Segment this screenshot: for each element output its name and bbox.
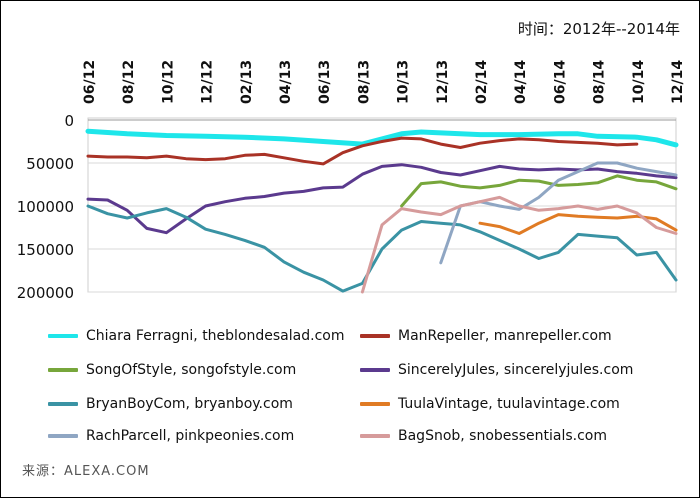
- legend-item: Chiara Ferragni, theblondesalad.com: [48, 326, 344, 346]
- legend-item: ManRepeller, manrepeller.com: [360, 326, 612, 346]
- x-tick-label: 06/14: [552, 60, 568, 104]
- legend-label: RachParcell, pinkpeonies.com: [86, 428, 295, 444]
- legend-item: BryanBoyCom, bryanboy.com: [48, 394, 293, 414]
- x-tick-label: 12/14: [670, 60, 686, 104]
- series-line-5: [478, 213, 678, 235]
- legend-item: SincerelyJules, sincerelyjules.com: [360, 360, 633, 380]
- legend-label: Chiara Ferragni, theblondesalad.com: [86, 328, 345, 344]
- legend-label: SongOfStyle, songofstyle.com: [86, 362, 297, 378]
- legend-item: BagSnob, snobessentials.com: [360, 426, 607, 446]
- series-line-2: [400, 174, 678, 208]
- legend-label: BagSnob, snobessentials.com: [398, 428, 607, 444]
- legend-label: ManRepeller, manrepeller.com: [398, 328, 612, 344]
- x-tick-label: 12/13: [435, 60, 451, 104]
- series-line-7: [360, 195, 678, 294]
- x-tick-label: 10/14: [631, 60, 647, 104]
- legend-label: BryanBoyCom, bryanboy.com: [86, 396, 293, 412]
- legend-swatch: [48, 368, 78, 372]
- legend-item: SongOfStyle, songofstyle.com: [48, 360, 296, 380]
- legend-swatch: [360, 368, 390, 372]
- legend-swatch: [360, 402, 390, 406]
- x-tick-label: 10/12: [160, 60, 176, 104]
- legend-item: TuulaVintage, tuulavintage.com: [360, 394, 620, 414]
- x-tick-label: 04/14: [513, 60, 529, 104]
- y-tick-label: 0: [64, 112, 74, 130]
- x-tick-label: 12/12: [200, 60, 216, 104]
- x-tick-label: 08/12: [121, 60, 137, 104]
- source-label: 来源：ALEXA.COM: [22, 464, 150, 479]
- legend-swatch: [360, 334, 390, 338]
- x-tick-label: 06/13: [317, 60, 333, 104]
- legend-swatch: [360, 434, 390, 438]
- legend-swatch: [48, 434, 78, 438]
- y-tick-label: 100000: [17, 198, 74, 216]
- x-tick-label: 08/13: [356, 60, 372, 104]
- y-tick-label: 50000: [26, 155, 74, 173]
- time-range-label: 时间：2012年--2014年: [517, 20, 680, 38]
- legend-item: RachParcell, pinkpeonies.com: [48, 426, 294, 446]
- legend-swatch: [48, 334, 78, 338]
- series-line-1: [86, 136, 639, 166]
- series-line-6: [439, 161, 678, 265]
- legend-label: TuulaVintage, tuulavintage.com: [398, 396, 620, 412]
- y-tick-label: 200000: [17, 284, 74, 302]
- series-line-4: [86, 204, 678, 293]
- x-tick-label: 02/13: [239, 60, 255, 104]
- x-tick-label: 08/14: [592, 60, 608, 104]
- legend-label: SincerelyJules, sincerelyjules.com: [398, 362, 634, 378]
- y-tick-label: 150000: [17, 241, 74, 259]
- legend-swatch: [48, 402, 78, 406]
- x-tick-label: 06/12: [82, 60, 98, 104]
- series-line-0: [85, 128, 679, 148]
- x-tick-label: 04/13: [278, 60, 294, 104]
- x-tick-label: 10/13: [396, 60, 412, 104]
- series-line-3: [86, 163, 678, 235]
- x-tick-label: 02/14: [474, 60, 490, 104]
